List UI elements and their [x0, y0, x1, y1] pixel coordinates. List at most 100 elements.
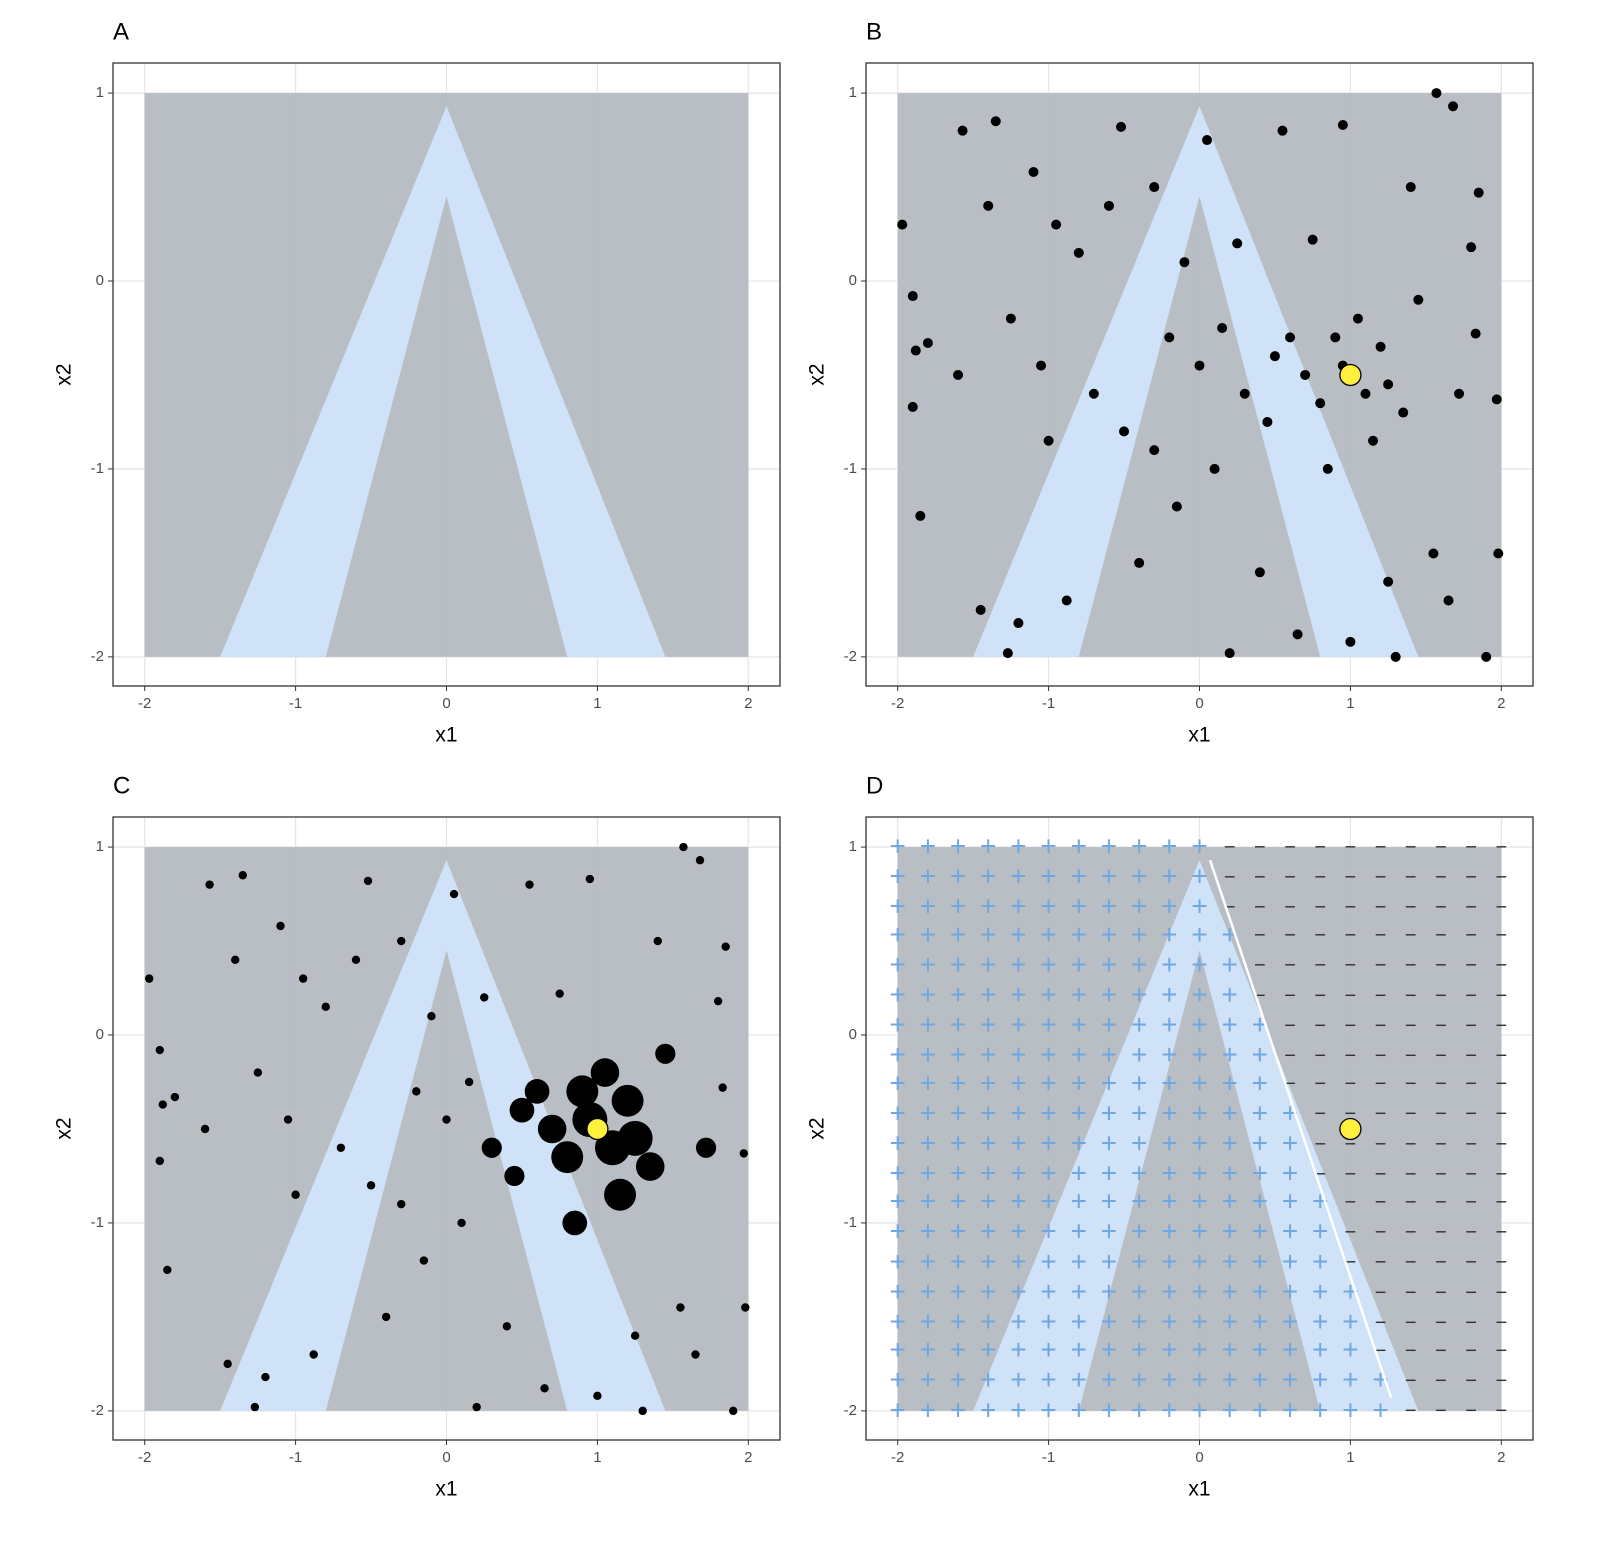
- class-symbol: +: [1161, 1009, 1177, 1040]
- point: [1431, 88, 1442, 99]
- bubble: [145, 974, 154, 983]
- class-symbol: +: [1191, 1246, 1207, 1277]
- class-symbol: +: [1161, 1097, 1177, 1128]
- point: [1028, 167, 1039, 178]
- class-symbol: −: [1254, 836, 1266, 858]
- class-symbol: −: [1405, 896, 1417, 918]
- class-symbol: −: [1345, 925, 1357, 947]
- class-symbol: −: [1224, 866, 1236, 888]
- y-tick-label: 1: [849, 84, 857, 101]
- class-symbol: −: [1435, 1045, 1447, 1067]
- class-symbol: +: [1101, 949, 1117, 980]
- class-symbol: +: [1342, 1306, 1358, 1337]
- class-symbol: −: [1375, 1192, 1387, 1214]
- class-symbol: +: [1222, 1097, 1238, 1128]
- x-axis-title: x1: [1188, 1478, 1210, 1501]
- point: [1285, 332, 1296, 343]
- point: [1202, 135, 1213, 146]
- panel: Ax1 x2 -2 -1 0 1 2 -2 -1 0 1: [53, 18, 781, 747]
- class-symbol: +: [1131, 1097, 1147, 1128]
- x-tick-label: 1: [593, 1449, 601, 1466]
- class-symbol: +: [980, 891, 996, 922]
- class-symbol: +: [1071, 1127, 1087, 1158]
- class-symbol: −: [1345, 1073, 1357, 1095]
- x-tick-label: -2: [138, 695, 151, 712]
- class-symbol: +: [890, 1067, 906, 1098]
- class-symbol: +: [1312, 1276, 1328, 1307]
- highlight-point: [1339, 1117, 1362, 1141]
- class-symbol: +: [920, 1306, 936, 1337]
- class-symbol: −: [1465, 1045, 1477, 1067]
- class-symbol: −: [1465, 1073, 1477, 1095]
- class-symbol: −: [1495, 1340, 1507, 1362]
- x-tick-label: -1: [289, 1449, 302, 1466]
- point: [1224, 648, 1235, 659]
- class-symbol: +: [1071, 1306, 1087, 1337]
- class-symbol: −: [1435, 985, 1447, 1007]
- class-symbol: +: [1131, 1394, 1147, 1425]
- bubble: [729, 1406, 738, 1416]
- class-symbol: +: [890, 949, 906, 980]
- class-symbol: +: [1222, 1039, 1238, 1070]
- class-symbol: −: [1284, 955, 1296, 977]
- class-symbol: +: [890, 979, 906, 1010]
- class-symbol: +: [1040, 1394, 1056, 1425]
- class-symbol: +: [1010, 1276, 1026, 1307]
- class-symbol: +: [1312, 1364, 1328, 1395]
- class-symbol: −: [1284, 985, 1296, 1007]
- point: [1390, 651, 1401, 662]
- class-symbol: −: [1465, 1400, 1477, 1422]
- class-symbol: +: [1131, 1216, 1147, 1247]
- y-axis-title: x2: [53, 363, 76, 385]
- class-symbol: −: [1375, 1312, 1387, 1334]
- y-tick-label: 1: [96, 84, 104, 101]
- class-symbol: −: [1435, 1282, 1447, 1304]
- panel: Bx1 x2 -2 -1 0 1 2 -2 -1 0 1: [806, 18, 1534, 747]
- point: [1481, 651, 1492, 662]
- class-symbol: +: [1191, 1067, 1207, 1098]
- bubble: [525, 880, 534, 889]
- x-tick-label: 0: [442, 695, 450, 712]
- class-symbol: +: [1282, 1216, 1298, 1247]
- class-symbol: −: [1375, 1073, 1387, 1095]
- point: [1345, 636, 1356, 647]
- class-symbol: +: [950, 1394, 966, 1425]
- band-region: [973, 860, 1419, 1411]
- class-symbol: +: [920, 830, 936, 861]
- class-symbol: +: [950, 1157, 966, 1188]
- x-axis-title: x1: [1188, 724, 1210, 747]
- class-symbol: +: [950, 1067, 966, 1098]
- class-symbol: +: [920, 891, 936, 922]
- class-symbol: −: [1435, 1133, 1447, 1155]
- class-symbol: +: [980, 1067, 996, 1098]
- class-symbol: +: [1040, 1186, 1056, 1217]
- class-symbol: +: [1010, 1009, 1026, 1040]
- class-symbol: +: [1161, 1334, 1177, 1365]
- bubble: [351, 955, 361, 965]
- class-symbol: +: [1312, 1246, 1328, 1277]
- class-symbol: −: [1254, 896, 1266, 918]
- class-symbol: +: [950, 1186, 966, 1217]
- class-symbol: +: [1222, 1394, 1238, 1425]
- bubble: [741, 1303, 750, 1312]
- point: [1322, 463, 1333, 474]
- class-symbol: +: [1161, 1394, 1177, 1425]
- panel-title: D: [866, 772, 883, 799]
- class-symbol: −: [1495, 1192, 1507, 1214]
- class-symbol: −: [1224, 896, 1236, 918]
- point: [1292, 629, 1303, 640]
- class-symbol: −: [1495, 896, 1507, 918]
- class-symbol: −: [1345, 955, 1357, 977]
- point: [915, 510, 926, 521]
- class-symbol: −: [1435, 1073, 1447, 1095]
- class-symbol: +: [1010, 1186, 1026, 1217]
- class-symbol: +: [1101, 1334, 1117, 1365]
- class-symbol: +: [1071, 1364, 1087, 1395]
- class-symbol: −: [1465, 925, 1477, 947]
- point: [1036, 360, 1047, 371]
- point: [1330, 332, 1341, 343]
- class-symbol: +: [1191, 1364, 1207, 1395]
- class-symbol: −: [1495, 836, 1507, 858]
- bubble: [442, 1115, 451, 1124]
- x-tick-label: -2: [891, 1449, 904, 1466]
